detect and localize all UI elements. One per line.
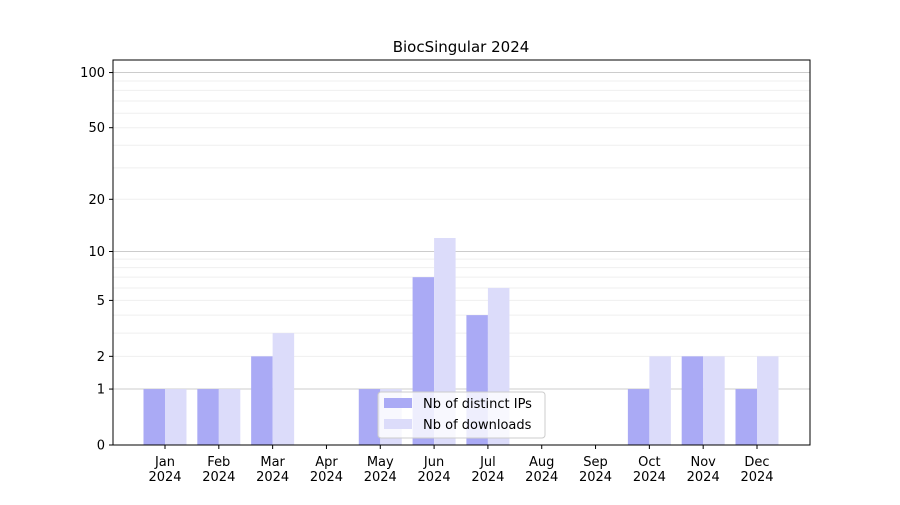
y-tick-label: 5 [97,294,105,309]
legend-swatch [384,419,412,429]
x-tick-label: Jun 2024 [418,455,451,485]
x-tick-label: Mar 2024 [256,455,289,485]
bar-distinct-ips [681,356,704,445]
bar-downloads [272,333,295,445]
bar-distinct-ips [358,389,381,445]
x-tick-label: Apr 2024 [310,455,343,485]
bar-downloads [218,389,241,445]
legend-label: Nb of distinct IPs [423,397,532,412]
legend-box [377,391,546,439]
y-tick-label: 2 [97,350,105,365]
bar-distinct-ips [627,389,650,445]
x-tick-label: May 2024 [364,455,397,485]
bar-downloads [649,356,671,445]
legend: Nb of distinct IPs Nb of downloads [377,391,546,439]
y-tick-label: 0 [97,439,105,454]
chart-title: BiocSingular 2024 [393,38,530,56]
plot-frame [112,59,811,446]
bar-distinct-ips [251,356,273,445]
y-tick-label: 20 [88,193,105,208]
x-tick-label: Dec 2024 [740,455,773,485]
x-tick-label: Jan 2024 [148,455,181,485]
bar-downloads [165,389,187,445]
bar-downloads [703,356,725,445]
y-tick-label: 100 [80,66,105,81]
x-tick-label: Sep 2024 [579,455,612,485]
x-tick-label: Jul 2024 [471,455,504,485]
x-tick-label: Feb 2024 [202,455,235,485]
legend-swatch [384,398,412,408]
y-tick-label: 50 [88,121,105,136]
bar-distinct-ips [143,389,165,445]
y-tick-label: 1 [97,383,105,398]
legend-label: Nb of downloads [423,418,532,433]
bar-distinct-ips [197,389,219,445]
bar-distinct-ips [735,389,757,445]
x-tick-label: Oct 2024 [633,455,666,485]
y-tick-label: 10 [88,245,105,260]
x-tick-label: Aug 2024 [525,455,558,485]
bar-downloads [757,356,779,445]
x-tick-label: Nov 2024 [687,455,720,485]
